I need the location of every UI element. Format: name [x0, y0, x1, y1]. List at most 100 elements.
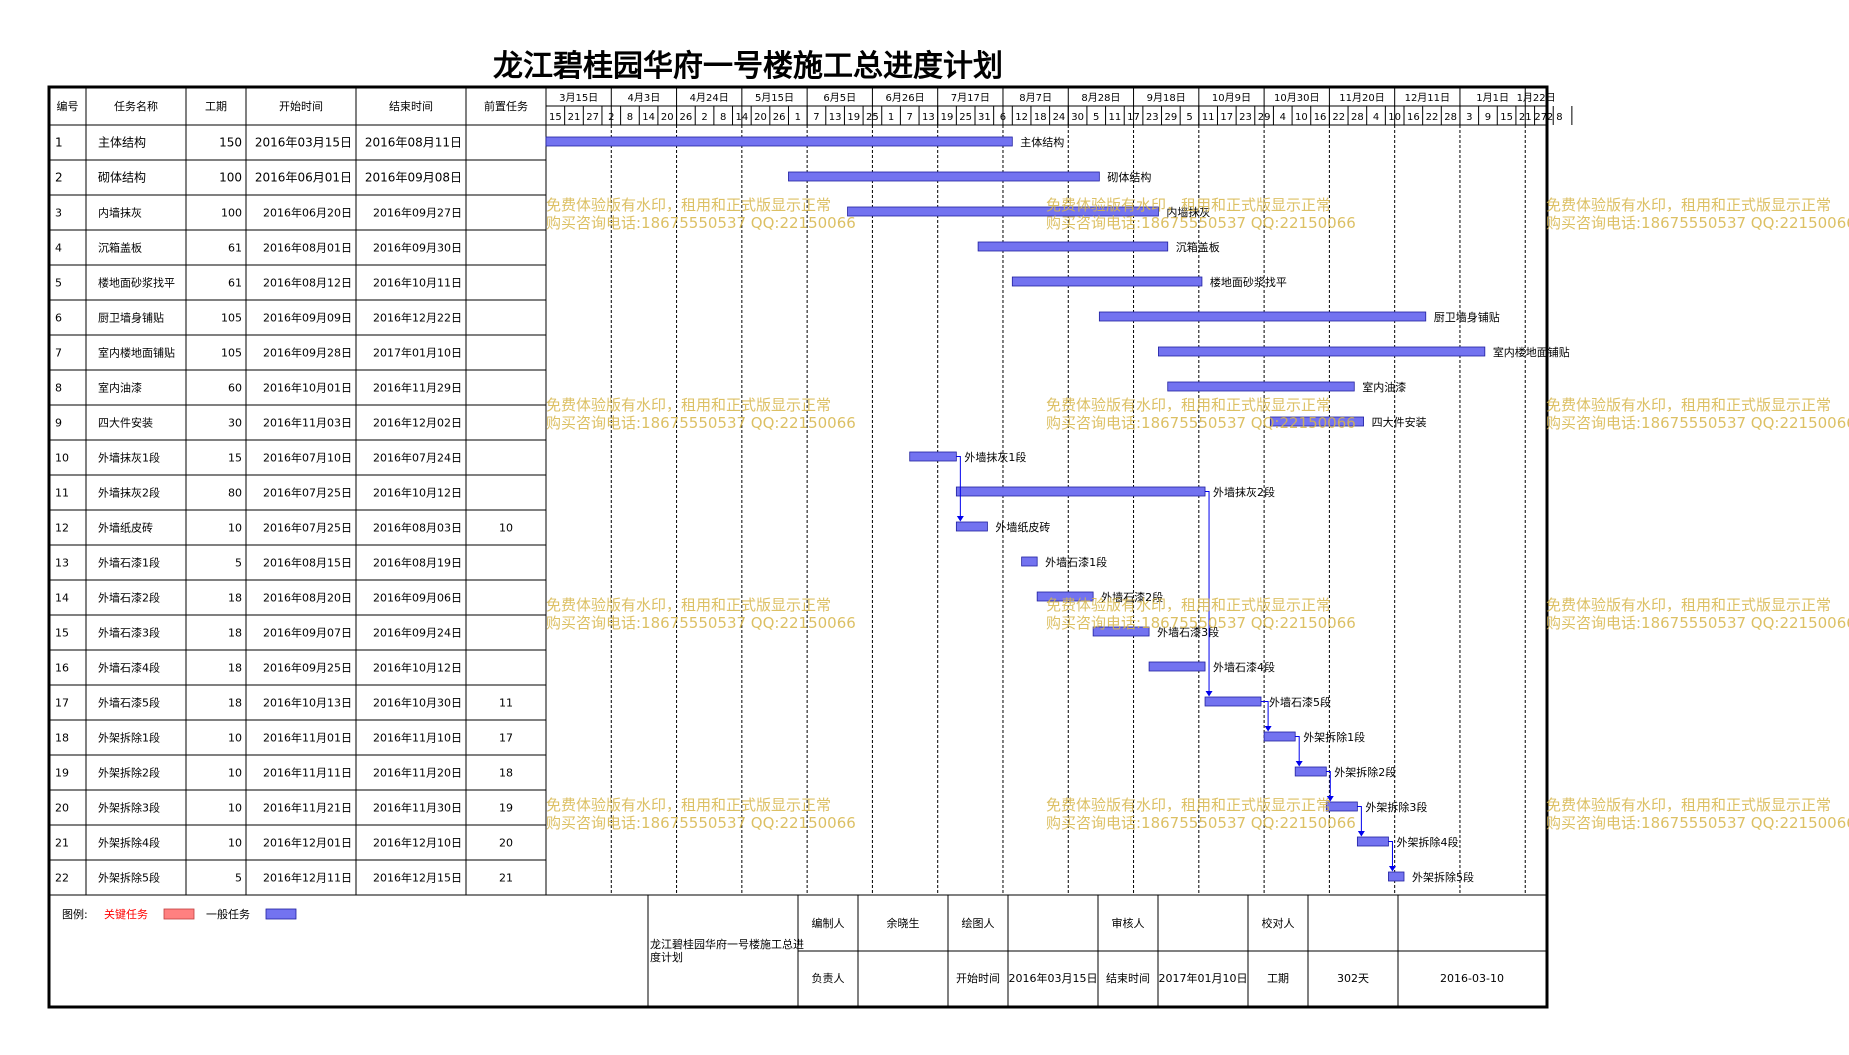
legend-critical-label: 关键任务 [104, 907, 148, 921]
watermark-line: 购买咨询电话:18675550537 QQ:22150066 [1046, 414, 1356, 432]
day-tick-label: 4 [1373, 112, 1379, 123]
day-tick-label: 7 [907, 112, 913, 123]
task-name: 外墙纸皮砖 [98, 521, 153, 535]
watermark-line: 购买咨询电话:18675550537 QQ:22150066 [1546, 814, 1849, 832]
task-duration: 80 [228, 487, 242, 500]
task-end: 2016年11月30日 [373, 801, 462, 815]
day-tick-label: 13 [829, 112, 842, 123]
task-bar [1158, 346, 1486, 357]
day-tick-label: 2 [701, 112, 707, 123]
task-duration: 100 [221, 207, 242, 220]
task-duration: 18 [228, 627, 242, 640]
task-start: 2016年09月25日 [263, 661, 352, 675]
day-tick-label: 25 [959, 112, 972, 123]
watermark-line: 免费体验版有水印，租用和正式版显示正常 [1546, 396, 1831, 414]
task-start: 2016年10月01日 [263, 381, 352, 395]
day-tick-label: 8 [1556, 112, 1562, 123]
day-tick-label: 3 [1466, 112, 1472, 123]
task-bar-label: 主体结构 [1020, 135, 1064, 149]
month-tick-label: 6月26日 [886, 92, 925, 104]
day-tick-label: 2 [1547, 112, 1553, 123]
task-bar [788, 171, 1100, 182]
task-start: 2016年03月15日 [255, 136, 352, 150]
day-tick-label: 29 [1164, 112, 1177, 123]
month-tick-label: 8月28日 [1081, 92, 1120, 104]
month-tick-label: 7月17日 [951, 92, 990, 104]
task-name: 外架拆除2段 [98, 766, 160, 780]
day-tick-label: 15 [549, 112, 562, 123]
column-header: 结束时间 [389, 100, 433, 113]
task-start: 2016年09月28日 [263, 346, 352, 360]
task-id: 3 [55, 207, 62, 220]
task-end: 2016年10月11日 [373, 276, 462, 290]
day-tick-label: 8 [720, 112, 726, 123]
task-id: 8 [55, 382, 62, 395]
dependency-arrow [956, 516, 964, 522]
day-tick-label: 16 [1407, 112, 1420, 123]
day-tick-label: 10 [1388, 112, 1401, 123]
month-tick-label: 10月9日 [1212, 92, 1251, 104]
task-id: 16 [55, 662, 69, 675]
task-bar-label: 外墙石漆5段 [1269, 695, 1331, 709]
day-tick-label: 24 [1053, 112, 1066, 123]
task-bar-label: 外架拆除3段 [1365, 800, 1427, 814]
day-tick-label: 18 [1034, 112, 1047, 123]
watermark-line: 免费体验版有水印，租用和正式版显示正常 [1546, 196, 1831, 214]
task-id: 4 [55, 242, 62, 255]
day-tick-label: 17 [1127, 112, 1140, 123]
task-duration: 10 [228, 802, 242, 815]
task-id: 1 [55, 136, 63, 150]
day-tick-label: 23 [1146, 112, 1159, 123]
watermark-line: 购买咨询电话:18675550537 QQ:22150066 [1546, 414, 1849, 432]
watermark-line: 免费体验版有水印，租用和正式版显示正常 [546, 796, 831, 814]
dependency-arrow [1205, 691, 1213, 697]
column-header: 前置任务 [484, 99, 528, 113]
day-tick-label: 20 [754, 112, 767, 123]
task-bar-label: 外架拆除4段 [1396, 835, 1458, 849]
task-bar-label: 外墙石漆2段 [1101, 590, 1163, 604]
task-predecessor: 20 [499, 837, 513, 850]
task-end: 2016年08月03日 [373, 521, 462, 535]
day-tick-label: 19 [847, 112, 860, 123]
dependency-arrow [1326, 796, 1334, 802]
footer-duration: 302天 [1337, 972, 1369, 985]
task-start: 2016年12月01日 [263, 836, 352, 850]
task-bars: 主体结构砌体结构内墙抹灰沉箱盖板楼地面砂浆找平厨卫墙身铺贴室内楼地面铺贴室内油漆… [545, 135, 1570, 884]
day-tick-label: 1 [888, 112, 894, 123]
task-start: 2016年07月25日 [263, 521, 352, 535]
column-header: 工期 [205, 100, 227, 113]
task-bar [1167, 381, 1355, 392]
task-id: 20 [55, 802, 69, 815]
task-duration: 18 [228, 662, 242, 675]
day-tick-label: 11 [1202, 112, 1215, 123]
task-name: 外架拆除4段 [98, 836, 160, 850]
dependency-link [1388, 841, 1393, 869]
day-tick-label: 12 [1015, 112, 1028, 123]
task-bar-label: 外墙石漆4段 [1213, 660, 1275, 674]
day-tick-label: 26 [773, 112, 786, 123]
task-name: 内墙抹灰 [98, 206, 142, 220]
month-tick-label: 1月22日 [1517, 92, 1556, 104]
task-start: 2016年09月07日 [263, 626, 352, 640]
watermark-line: 免费体验版有水印，租用和正式版显示正常 [1046, 196, 1331, 214]
task-duration: 105 [221, 312, 242, 325]
task-name: 外架拆除5段 [98, 871, 160, 885]
task-name: 砌体结构 [98, 170, 146, 185]
task-end: 2016年12月02日 [373, 416, 462, 430]
task-duration: 30 [228, 417, 242, 430]
column-header: 任务名称 [114, 99, 158, 113]
month-tick-label: 3月15日 [559, 92, 598, 104]
footer-end: 2017年01月10日 [1159, 971, 1248, 985]
task-start: 2016年11月01日 [263, 731, 352, 745]
task-duration: 100 [219, 171, 242, 185]
legend-critical-swatch [163, 908, 195, 920]
dependency-link [1295, 736, 1300, 764]
watermark-line: 购买咨询电话:18675550537 QQ:22150066 [546, 614, 856, 632]
dependency-arrow [1388, 866, 1396, 872]
day-tick-label: 8 [627, 112, 633, 123]
task-end: 2016年09月30日 [373, 241, 462, 255]
watermark-line: 购买咨询电话:18675550537 QQ:22150066 [1046, 814, 1356, 832]
task-start: 2016年08月12日 [263, 276, 352, 290]
task-start: 2016年12月11日 [263, 871, 352, 885]
task-name: 外墙石漆1段 [98, 556, 160, 570]
